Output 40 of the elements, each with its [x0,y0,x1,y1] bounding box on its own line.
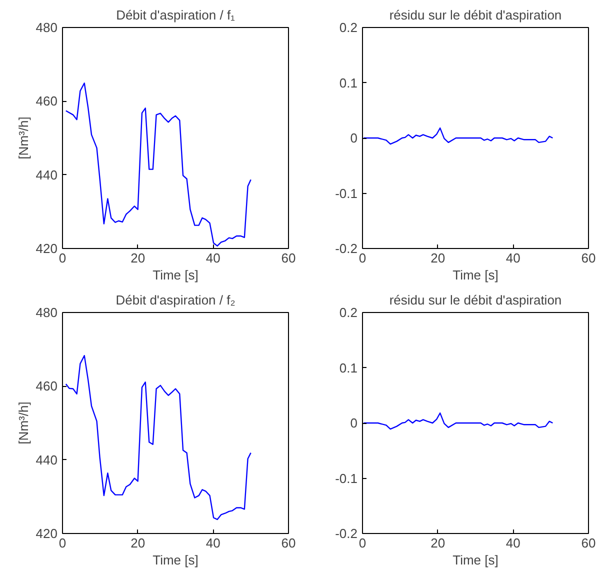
x-tick-label: 40 [206,536,220,550]
x-tick-label: 60 [281,250,296,266]
chart-title: résidu sur le débit d'aspiration [389,8,562,22]
y-tick-label: 420 [36,241,58,256]
y-tick-label: 0.1 [339,360,358,376]
y-axis-title: [Nm³/h] [16,402,31,444]
y-tick-label: 460 [36,378,58,394]
x-tick-label: 40 [506,250,520,266]
x-tick-label: 20 [430,536,446,550]
x-tick-label: 60 [581,250,596,266]
y-tick-label: 460 [36,94,58,109]
x-tick-label: 40 [206,250,220,266]
x-tick-label: 40 [506,536,520,550]
x-tick-label: 20 [430,250,446,266]
y-tick-label: 440 [36,167,58,182]
y-tick-label: -0.1 [335,186,358,201]
y-tick-label: 0.2 [339,305,358,320]
y-tick-label: -0.1 [335,470,358,486]
y-tick-label: 480 [36,20,58,35]
chart-title: Débit d'aspiration / f₁ [116,8,236,22]
y-tick-label: 0.2 [339,20,358,35]
y-tick-label: 440 [36,452,58,468]
x-tick-label: 20 [130,536,146,550]
x-axis-title: Time [s] [152,268,198,282]
y-tick-label: 0 [350,416,358,430]
x-tick-label: 60 [581,536,596,550]
y-tick-label: 0.1 [339,75,358,90]
x-tick-label: 20 [130,250,146,266]
x-tick-label: 60 [281,536,296,550]
chart-title: Débit d'aspiration / f₂ [116,292,236,308]
x-axis-title: Time [s] [452,552,498,568]
x-axis-title: Time [s] [152,552,198,568]
y-tick-label: -0.2 [335,526,358,541]
y-tick-label: -0.2 [335,241,358,256]
y-tick-label: 420 [36,526,58,541]
y-tick-label: 480 [36,305,58,320]
y-axis-title: [Nm³/h] [16,116,31,160]
y-tick-label: 0 [350,130,358,146]
x-axis-title: Time [s] [452,268,498,282]
chart-title: résidu sur le débit d'aspiration [389,292,562,308]
